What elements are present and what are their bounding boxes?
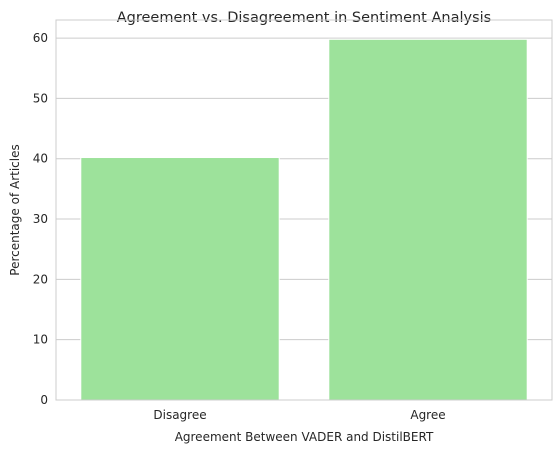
- x-axis-label: Agreement Between VADER and DistilBERT: [175, 430, 434, 444]
- x-tick-label-agree: Agree: [410, 408, 445, 422]
- bars: [80, 38, 528, 401]
- plot-frame: [55, 19, 553, 401]
- y-tick-labels: 0 10 20 30 40 50 60: [33, 31, 48, 407]
- chart-title: Agreement vs. Disagreement in Sentiment …: [117, 10, 491, 26]
- y-tick-label: 40: [33, 152, 48, 166]
- bar-disagree: [80, 157, 280, 401]
- y-tick-label: 30: [33, 212, 48, 226]
- y-tick-label: 60: [33, 31, 48, 45]
- x-tick-labels: Disagree Agree: [153, 408, 445, 422]
- x-tick-label-disagree: Disagree: [153, 408, 206, 422]
- y-tick-label: 10: [33, 333, 48, 347]
- y-tick-label: 20: [33, 272, 48, 286]
- y-tick-label: 50: [33, 91, 48, 105]
- y-tick-label: 0: [40, 393, 48, 407]
- y-axis-label: Percentage of Articles: [8, 144, 22, 275]
- bar-agree: [328, 38, 528, 401]
